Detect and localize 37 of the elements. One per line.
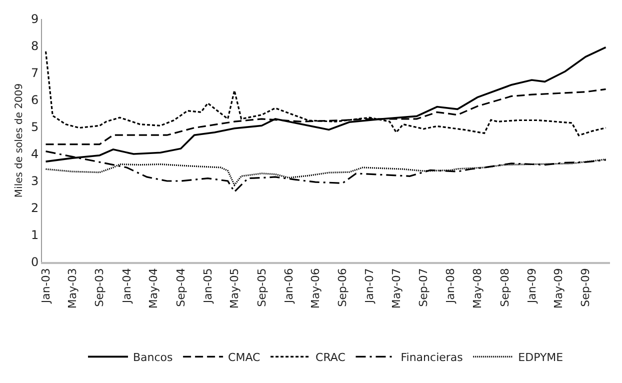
y-tick-label: 7	[30, 66, 39, 80]
y-tick-label: 6	[30, 93, 39, 108]
x-tick-label: Jan-05	[201, 268, 214, 304]
x-tick-label: Sep-06	[336, 268, 350, 307]
x-tick-label: Sep-07	[417, 268, 430, 307]
legend-label: CRAC	[316, 350, 346, 364]
legend-label: Financieras	[400, 350, 464, 364]
x-tick-label: Sep-08	[498, 268, 512, 307]
x-tick-label: Sep-03	[93, 268, 106, 307]
y-tick-label: 9	[30, 12, 39, 26]
legend-label: EDPYME	[518, 350, 564, 364]
x-tick-label: Jan-06	[282, 268, 296, 304]
x-tick-label: Sep-04	[174, 268, 188, 307]
x-tick-label: May-08	[470, 268, 484, 309]
y-tick-label: 0	[30, 255, 39, 270]
x-tick-label: May-04	[147, 268, 160, 309]
y-tick-label: 5	[30, 120, 39, 134]
y-axis-title: Miles de soles de 2009	[14, 83, 25, 198]
y-tick-label: 3	[30, 174, 39, 188]
x-tick-label: Jan-08	[444, 268, 458, 304]
legend-label: CMAC	[228, 350, 261, 364]
x-tick-label: Sep-09	[579, 268, 592, 307]
x-tick-label: Jan-07	[363, 268, 376, 304]
y-tick-label: 8	[30, 39, 39, 54]
x-tick-label: Sep-05	[255, 268, 268, 307]
x-tick-label: Jan-03	[39, 268, 52, 304]
x-tick-label: May-07	[390, 268, 403, 309]
y-tick-label: 4	[30, 147, 39, 162]
x-tick-label: May-03	[66, 268, 79, 309]
x-tick-label: Jan-09	[525, 268, 538, 304]
x-tick-label: May-05	[228, 268, 242, 309]
legend-label: Bancos	[133, 350, 174, 364]
y-tick-label: 2	[30, 201, 39, 216]
x-tick-label: May-09	[552, 268, 565, 309]
y-tick-label: 1	[30, 228, 39, 242]
x-tick-label: May-06	[308, 268, 322, 309]
x-tick-label: Jan-04	[120, 268, 134, 304]
